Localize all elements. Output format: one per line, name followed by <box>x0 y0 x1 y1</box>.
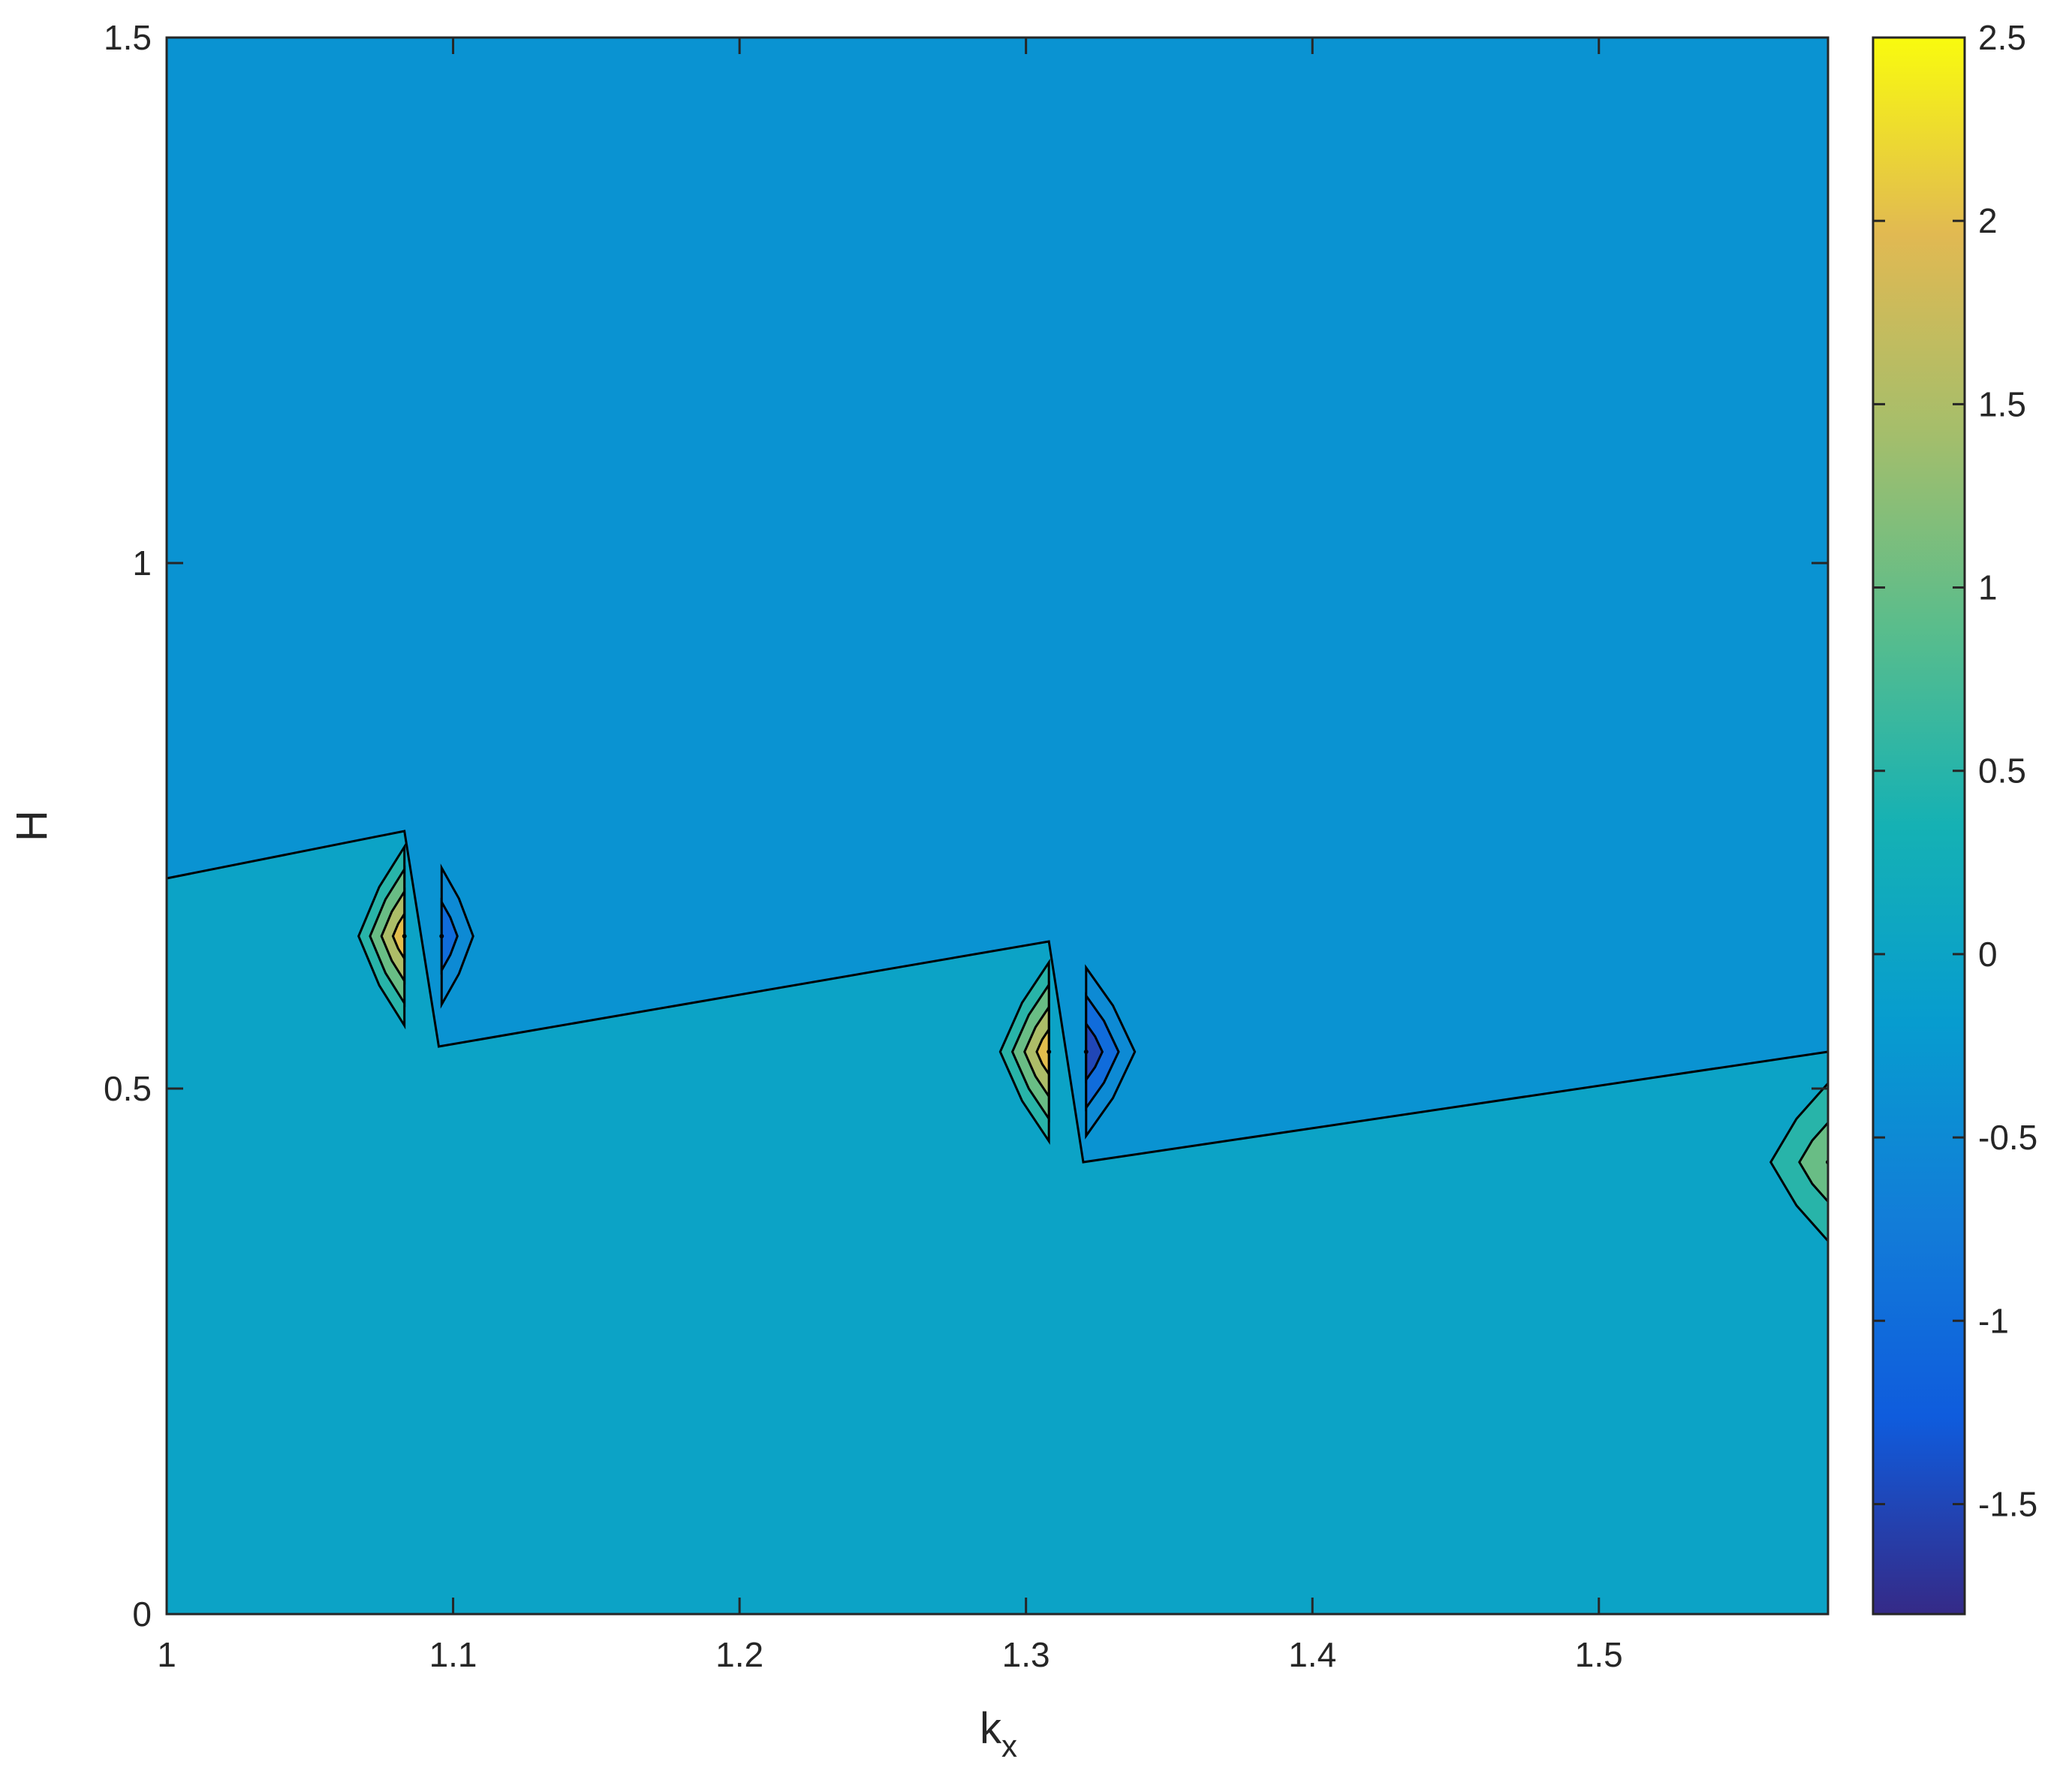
trough-feature <box>439 863 474 1009</box>
y-axis: 0 0.5 1 1.5 <box>104 18 1828 1634</box>
colorbar-tick-label: 1.5 <box>1978 384 2026 423</box>
contour-center-point <box>1047 1050 1052 1054</box>
contour-level-high <box>391 910 406 962</box>
x-tick-label: 1.2 <box>715 1635 763 1674</box>
colorbar-tick-label: 0 <box>1978 935 1998 974</box>
x-tick-label: 1.4 <box>1288 1635 1336 1674</box>
colorbar-tick-label: 0.5 <box>1978 751 2026 791</box>
contour-level-low <box>1085 1019 1104 1084</box>
contour-level-high <box>1035 1026 1050 1078</box>
contour-features <box>357 842 1828 1243</box>
contour-center-point <box>402 934 407 938</box>
colorbar-fill <box>1873 38 1965 1614</box>
colorbar-tick-label: -0.5 <box>1978 1118 2037 1157</box>
plot-frame <box>165 36 1830 1616</box>
contour-level-high <box>1798 1121 1828 1203</box>
trough-feature <box>1083 964 1137 1140</box>
x-tick-label: 1.3 <box>1002 1635 1050 1674</box>
contour-center-point <box>1083 1050 1089 1054</box>
y-tick-label: 0 <box>132 1595 152 1634</box>
colorbar-tick-label: 2 <box>1978 201 1998 240</box>
colorbar: -1.5 -1 -0.5 0 0.5 1 1.5 2 2.5 <box>1872 18 2037 1616</box>
plot-area <box>165 36 1830 1616</box>
colorbar-ticks: -1.5 -1 -0.5 0 0.5 1 1.5 2 2.5 <box>1873 18 2037 1523</box>
x-axis-label: kx <box>980 1704 1017 1763</box>
colorbar-tick-label: -1.5 <box>1978 1484 2037 1523</box>
peak-feature <box>1769 1081 1828 1243</box>
boundary-contour <box>166 830 1829 1164</box>
colorbar-tick-label: -1 <box>1978 1301 2009 1340</box>
colorbar-tick-label: 1 <box>1978 568 1998 607</box>
y-tick-label: 1 <box>132 544 152 583</box>
lower-region <box>167 831 1828 1614</box>
colorbar-frame <box>1872 36 1966 1616</box>
peak-feature <box>357 842 407 1030</box>
x-tick-label: 1.5 <box>1575 1635 1623 1674</box>
x-tick-label: 1 <box>157 1635 176 1674</box>
x-tick-label: 1.1 <box>429 1635 477 1674</box>
contour-level-low <box>440 897 459 975</box>
y-tick-label: 0.5 <box>104 1069 152 1108</box>
peak-feature <box>998 959 1052 1145</box>
x-axis-label-subscript: x <box>1001 1728 1017 1763</box>
colorbar-tick-label: 2.5 <box>1978 18 2026 57</box>
contour-center-point <box>439 934 444 938</box>
y-tick-label: 1.5 <box>104 18 152 57</box>
y-axis-label: H <box>8 810 56 842</box>
x-axis: 1 1.1 1.2 1.3 1.4 1.5 <box>157 38 1623 1674</box>
